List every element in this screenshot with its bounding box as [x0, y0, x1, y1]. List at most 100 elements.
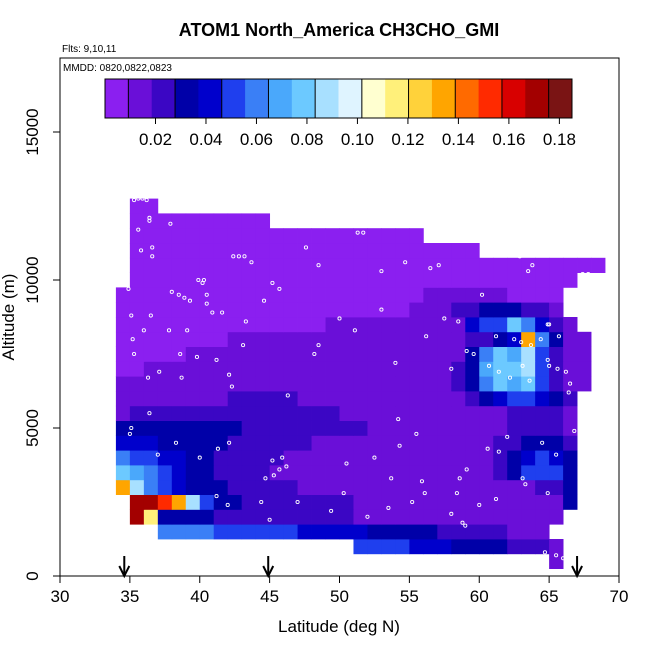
heatmap-cell [381, 391, 396, 407]
heatmap-cell [549, 450, 564, 466]
heatmap-cell [241, 465, 257, 481]
heatmap-cell [395, 317, 410, 333]
heatmap-cell [297, 302, 312, 318]
heatmap-cell [395, 272, 410, 288]
heatmap-cell [339, 524, 354, 540]
heatmap-cell [115, 376, 131, 392]
heatmap-cell [367, 465, 382, 481]
heatmap-cell [311, 302, 326, 318]
heatmap-cell [423, 346, 438, 362]
observation-point [361, 230, 366, 235]
heatmap-cell [381, 287, 396, 303]
heatmap-cell [409, 272, 424, 288]
heatmap-cell [451, 494, 466, 510]
heatmap-cell [395, 361, 410, 377]
heatmap-cell [171, 405, 187, 421]
observation-point [259, 499, 264, 505]
heatmap-cell [465, 524, 480, 540]
heatmap-cell [171, 228, 187, 244]
heatmap-cell [535, 524, 550, 540]
heatmap-cell [311, 272, 326, 288]
observation-point [236, 254, 241, 259]
heatmap-cell [129, 391, 145, 407]
observation-point [520, 476, 525, 481]
heatmap-cell [493, 420, 508, 436]
heatmap-cell [521, 539, 536, 555]
x-tick-label: 40 [190, 587, 209, 606]
colorbar-swatch [245, 79, 269, 118]
heatmap-cell [269, 376, 284, 392]
heatmap-cell [563, 435, 578, 451]
heatmap-cell [325, 331, 340, 347]
heatmap-cell [129, 405, 145, 421]
heatmap-cell [549, 405, 564, 421]
heatmap-cell [255, 302, 271, 318]
heatmap-cell [465, 302, 480, 318]
heatmap-cell [437, 494, 452, 510]
heatmap-cell [451, 420, 466, 436]
heatmap-cell [521, 450, 536, 466]
heatmap-cell [437, 257, 452, 273]
heatmap-cell [311, 257, 326, 273]
heatmap-cell [241, 361, 257, 377]
heatmap-cell [479, 302, 494, 318]
heatmap-cell [367, 317, 382, 333]
heatmap-cell [227, 317, 243, 333]
heatmap-cell [199, 376, 215, 392]
heatmap-cell [325, 405, 340, 421]
observation-point [204, 292, 209, 297]
heatmap-cell [143, 272, 159, 288]
observation-point [424, 334, 429, 339]
observation-point [136, 196, 141, 201]
heatmap-cell [381, 302, 396, 318]
heatmap-cell [115, 420, 131, 436]
y-tick-label: 5000 [23, 409, 42, 447]
heatmap-cell [493, 257, 508, 273]
heatmap-cell [171, 317, 187, 333]
heatmap-cell [521, 465, 536, 481]
heatmap-cell [423, 243, 438, 259]
heatmap-cell [143, 376, 159, 392]
observation-point [196, 277, 201, 283]
heatmap-cell [535, 539, 550, 555]
observation-point [285, 393, 290, 398]
heatmap-cell [549, 553, 564, 569]
heatmap-cell [283, 494, 298, 510]
heatmap-cell [465, 272, 480, 288]
observation-point [397, 443, 402, 448]
x-tick-label: 45 [260, 587, 279, 606]
heatmap-cell [339, 420, 354, 436]
heatmap-cell [157, 435, 173, 451]
heatmap-cell [241, 213, 257, 229]
heatmap-cell [521, 509, 536, 525]
heatmap-cell [171, 302, 187, 318]
observation-point [556, 334, 561, 339]
heatmap-cell [115, 302, 131, 318]
heatmap-cell [283, 361, 298, 377]
heatmap-cell [395, 331, 410, 347]
heatmap-cell [563, 317, 578, 333]
heatmap-cell [465, 376, 480, 392]
heatmap-cell [437, 420, 452, 436]
observation-point [127, 431, 132, 436]
heatmap-cell [297, 450, 312, 466]
heatmap-cell [395, 435, 410, 451]
heatmap-cell [269, 524, 284, 540]
heatmap-cell [283, 524, 298, 540]
heatmap-cell [185, 450, 201, 466]
heatmap-cell [549, 331, 564, 347]
heatmap-cell [353, 346, 368, 362]
heatmap-cell [549, 346, 564, 362]
heatmap-cell [325, 257, 340, 273]
heatmap-cell [227, 465, 243, 481]
heatmap-cell [297, 361, 312, 377]
heatmap-cell [269, 272, 284, 288]
heatmap-cell [311, 479, 326, 495]
heatmap-cell [283, 376, 298, 392]
heatmap-cell [353, 539, 368, 555]
heatmap-cell [185, 272, 201, 288]
heatmap-cell [227, 376, 243, 392]
observation-point [271, 473, 276, 478]
heatmap-cell [283, 405, 298, 421]
heatmap-cell [549, 435, 564, 451]
